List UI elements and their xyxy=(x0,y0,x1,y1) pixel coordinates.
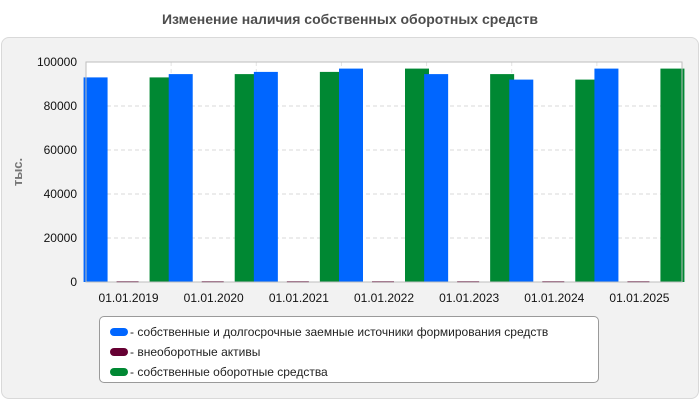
bar xyxy=(424,74,449,282)
x-tick-label: 01.01.2024 xyxy=(524,291,584,305)
x-tick-label: 01.01.2023 xyxy=(439,291,499,305)
legend-label: - собственные и долгосрочные заемные ист… xyxy=(130,325,549,339)
bar xyxy=(509,79,534,282)
legend-swatch xyxy=(110,328,128,336)
x-tick-label: 01.01.2022 xyxy=(354,291,414,305)
legend: - собственные и долгосрочные заемные ист… xyxy=(99,316,599,383)
chart-title: Изменение наличия собственных оборотных … xyxy=(161,11,539,27)
legend-item[interactable]: - внеоборотные активы xyxy=(110,342,598,362)
legend-item[interactable]: - собственные и долгосрочные заемные ист… xyxy=(110,322,598,342)
x-tick-label: 01.01.2020 xyxy=(184,291,244,305)
legend-item[interactable]: - собственные оборотные средства xyxy=(110,362,598,382)
legend-swatch xyxy=(110,348,128,356)
bar xyxy=(660,68,685,282)
x-tick-label: 01.01.2021 xyxy=(269,291,329,305)
y-axis-label: тыс. xyxy=(10,158,25,186)
bar xyxy=(339,68,363,282)
y-tick-label: 40000 xyxy=(44,187,78,201)
bar xyxy=(83,77,108,283)
plot-border xyxy=(85,61,683,283)
x-tick-label: 01.01.2019 xyxy=(99,291,159,305)
y-tick-label: 80000 xyxy=(44,99,78,113)
bar xyxy=(490,74,515,282)
bar xyxy=(594,68,619,282)
legend-label: - собственные оборотные средства xyxy=(130,365,328,379)
x-tick-label: 01.01.2025 xyxy=(609,291,669,305)
bar xyxy=(168,74,193,282)
legend-swatch xyxy=(110,368,128,376)
y-tick-label: 60000 xyxy=(44,143,78,157)
y-tick-label: 20000 xyxy=(44,231,78,245)
y-tick-label: 0 xyxy=(70,275,77,289)
bar xyxy=(253,71,278,283)
y-tick-label: 100000 xyxy=(37,55,77,69)
legend-label: - внеоборотные активы xyxy=(130,345,261,359)
